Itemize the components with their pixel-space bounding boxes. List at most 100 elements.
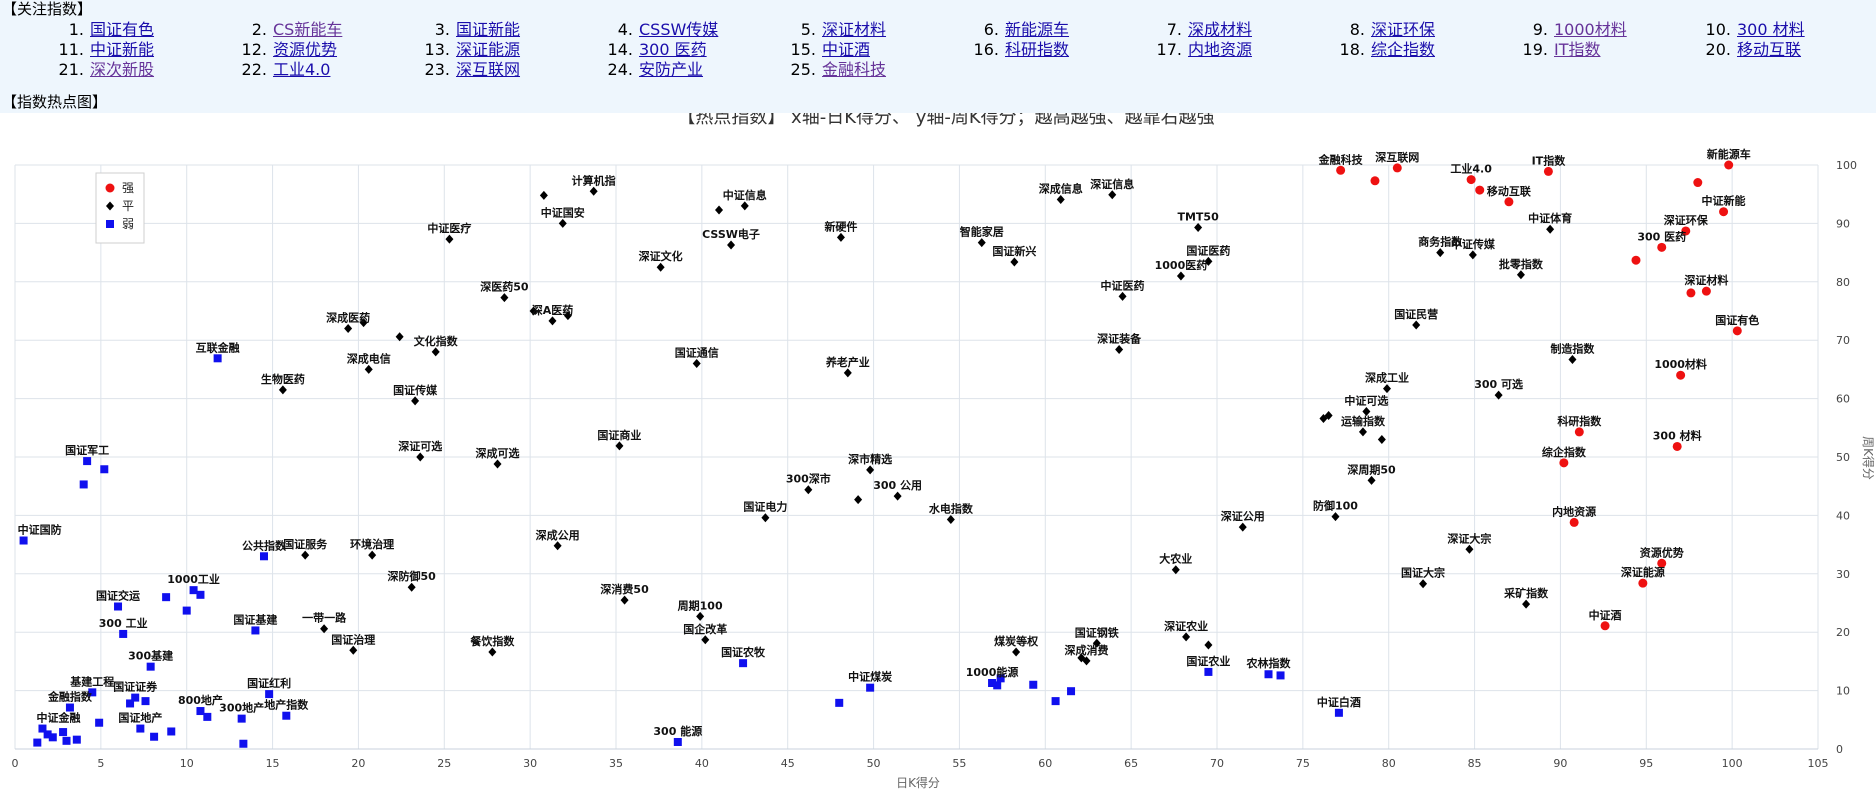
data-point [988,679,997,688]
x-tick-label: 95 [1639,757,1653,770]
focus-index-link[interactable]: 深证材料 [822,20,887,39]
focus-index-link[interactable]: 深次新股 [90,60,155,79]
focus-index-link[interactable]: 安防产业 [639,60,704,79]
data-label: 养老产业 [825,355,870,369]
data-label: 300 可选 [1474,377,1523,391]
data-point [259,552,268,561]
chart-title: 【热点指数】 x轴-日K得分、 y轴-周K得分；越高越强、越靠右越强 [677,113,1214,128]
data-point [43,730,52,739]
focus-index-link[interactable]: IT指数 [1554,40,1601,59]
data-point [1067,687,1076,696]
data-point [1194,222,1203,232]
focus-index-item: 14. 300 医药 [549,40,734,60]
data-point [1276,671,1285,680]
data-label: IT指数 [1532,153,1567,167]
data-point [539,190,548,200]
x-tick-label: 5 [97,757,104,770]
data-label: 生物医药 [261,372,305,386]
data-label: 地产指数 [264,698,309,712]
data-point [866,683,875,692]
focus-index-link[interactable]: 工业4.0 [273,60,331,79]
data-point [1051,697,1060,706]
focus-index-number: 21. [58,60,84,79]
data-point [72,735,81,744]
focus-index-link[interactable]: 国证有色 [90,20,155,39]
x-tick-label: 65 [1124,757,1138,770]
x-tick-label: 0 [12,757,19,770]
focus-index-number: 25. [790,60,816,79]
focus-index-item: 2. CS新能车 [183,20,368,40]
legend: 强平弱 [95,172,145,244]
focus-index-link[interactable]: 300 医药 [639,40,707,59]
focus-index-link[interactable]: 资源优势 [273,40,338,59]
data-point [83,457,92,466]
data-point [1600,621,1610,631]
data-label: 300 能源 [653,724,702,738]
data-point [407,582,416,592]
focus-index-link[interactable]: 综企指数 [1371,40,1436,59]
data-point [563,311,572,321]
data-point [1115,345,1124,355]
data-point [136,724,145,733]
focus-index-link[interactable]: 深成材料 [1188,20,1253,39]
data-label: 资源优势 [1640,545,1684,559]
data-label: 内地资源 [1552,504,1596,518]
focus-index-link[interactable]: 新能源车 [1005,20,1070,39]
data-point [1466,175,1476,185]
data-point [1029,680,1038,689]
focus-index-link[interactable]: 1000材料 [1554,20,1627,39]
data-label: 运输指数 [1341,414,1386,428]
data-point [1475,185,1485,195]
data-point [1465,544,1474,554]
focus-index-number: 9. [1532,20,1548,39]
data-label: 中证信息 [723,188,767,202]
focus-index-link[interactable]: 中证新能 [90,40,155,59]
data-point [589,186,598,196]
data-label: 国证交运 [96,589,140,603]
data-point [1436,248,1445,258]
data-label: 中证酒 [1589,608,1622,622]
focus-index-link[interactable]: 内地资源 [1188,40,1253,59]
data-label: 国证民营 [1394,307,1438,321]
data-label: 深互联网 [1375,150,1419,164]
focus-index-link[interactable]: 移动互联 [1737,40,1802,59]
focus-index-number: 18. [1339,40,1365,59]
y-tick-label: 40 [1836,509,1850,522]
focus-index-link[interactable]: 金融科技 [822,60,887,79]
focus-index-number: 5. [800,20,816,39]
focus-index-link[interactable]: 深证能源 [456,40,521,59]
y-tick-label: 80 [1836,276,1850,289]
data-point [1010,257,1019,267]
focus-index-link[interactable]: CSSW传媒 [639,20,719,39]
data-label: 深成可选 [476,446,520,460]
focus-index-link[interactable]: CS新能车 [273,20,343,39]
data-label: 国企改革 [683,622,727,636]
focus-index-item: 9. 1000材料 [1464,20,1649,40]
x-tick-label: 45 [781,757,795,770]
data-point [836,232,845,242]
focus-index-link[interactable]: 中证酒 [822,40,871,59]
focus-index-item: 3. 国证新能 [366,20,551,40]
focus-index-link[interactable]: 科研指数 [1005,40,1070,59]
data-label: 防御100 [1313,499,1358,513]
data-label: 中证可选 [1344,393,1388,407]
focus-index-number: 13. [424,40,450,59]
focus-index-item: 19. IT指数 [1464,40,1649,60]
data-point [368,550,377,560]
data-point [126,699,135,708]
data-label: 1000医药 [1155,258,1208,272]
focus-index-link[interactable]: 深证环保 [1371,20,1436,39]
data-point [835,698,844,707]
data-label: 水电指数 [929,501,974,515]
x-tick-label: 105 [1808,757,1829,770]
focus-index-link[interactable]: 国证新能 [456,20,521,39]
focus-index-link[interactable]: 深互联网 [456,60,521,79]
data-point [1522,599,1531,609]
data-point [150,732,159,741]
hot-index-chart: 【热点指数】 x轴-日K得分、 y轴-周K得分；越高越强、越靠右越强 0 5 10 1… [0,107,1876,800]
data-point [493,459,502,469]
focus-index-link[interactable]: 300 材料 [1737,20,1805,39]
focus-index-item: 10. 300 材料 [1647,20,1832,40]
data-label: 国证大宗 [1401,566,1445,580]
data-point [213,354,222,363]
